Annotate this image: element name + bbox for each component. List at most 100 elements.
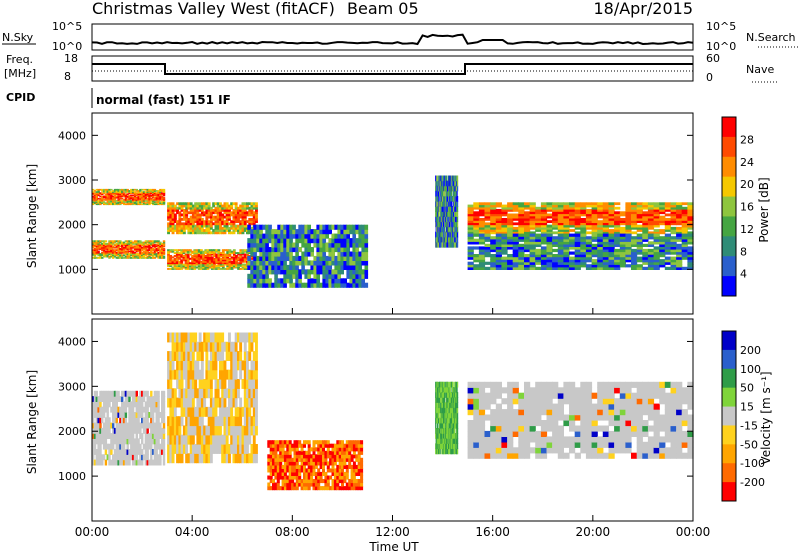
heatmap-cell <box>225 341 229 352</box>
heatmap-cell <box>106 443 109 450</box>
heatmap-cell <box>212 425 216 436</box>
heatmap-cell <box>176 229 179 232</box>
heatmap-cell <box>104 245 108 248</box>
heatmap-cell <box>212 397 216 408</box>
heatmap-cell <box>269 479 273 484</box>
heatmap-cell <box>126 449 129 455</box>
heatmap-cell <box>204 267 208 270</box>
heatmap-cell <box>237 252 240 255</box>
heatmap-cell <box>93 412 97 418</box>
heatmap-cell <box>93 200 97 202</box>
heatmap-cell <box>187 231 191 235</box>
heatmap-cell <box>445 241 447 248</box>
heatmap-cell <box>228 260 232 263</box>
heatmap-cell <box>202 253 205 256</box>
heatmap-cell <box>552 222 559 226</box>
heatmap-cell <box>262 273 266 279</box>
heatmap-cell <box>446 216 449 223</box>
heatmap-cell <box>243 360 247 371</box>
heatmap-cell <box>153 459 157 466</box>
heatmap-cell <box>328 264 332 270</box>
heatmap-cell <box>295 242 299 248</box>
heatmap-cell <box>681 243 688 247</box>
heatmap-cell <box>159 422 162 429</box>
heatmap-cell <box>178 206 182 210</box>
heatmap-cell <box>355 278 359 284</box>
heatmap-cell <box>221 215 225 219</box>
heatmap-cell <box>248 222 252 226</box>
heatmap-cell <box>239 215 243 219</box>
heatmap-cell <box>563 204 570 208</box>
heatmap-cell <box>101 459 104 466</box>
heatmap-cell <box>557 266 564 270</box>
heatmap-cell <box>144 422 148 429</box>
heatmap-cell <box>189 222 193 226</box>
heatmap-cell <box>178 341 182 352</box>
heatmap-cell <box>625 204 632 208</box>
heatmap-cell <box>518 259 525 263</box>
heatmap-cell <box>178 397 182 408</box>
heatmap-cell <box>124 191 128 193</box>
heatmap-cell <box>159 241 162 244</box>
heatmap-cell <box>277 238 281 244</box>
heatmap-cell <box>647 206 655 210</box>
heatmap-cell <box>343 247 347 253</box>
heatmap-cell <box>122 459 126 466</box>
heatmap-cell <box>687 236 694 240</box>
heatmap-cell <box>580 202 587 206</box>
heatmap-cell <box>189 267 192 270</box>
heatmap-cell <box>110 240 113 243</box>
heatmap-cell <box>148 188 151 191</box>
heatmap-cell <box>151 251 155 254</box>
heatmap-cell <box>467 209 474 212</box>
heatmap-cell <box>189 351 193 361</box>
heatmap-cell <box>153 246 157 249</box>
heatmap-cell <box>319 224 323 230</box>
heatmap-cell <box>187 226 191 230</box>
heatmap-cell <box>557 261 564 265</box>
heatmap-cell <box>467 226 474 230</box>
heatmap-cell <box>585 224 593 228</box>
heatmap-cell <box>268 282 272 288</box>
heatmap-cell <box>243 259 247 262</box>
heatmap-cell <box>95 401 98 408</box>
heatmap-cell <box>676 204 683 208</box>
heatmap-cell <box>184 265 188 267</box>
heatmap-cell <box>196 416 200 427</box>
heatmap-cell <box>636 266 643 270</box>
heatmap-cell <box>512 204 519 208</box>
heatmap-cell <box>203 425 207 436</box>
heatmap-cell <box>193 253 197 256</box>
heatmap-cell <box>104 422 108 429</box>
heatmap-cell <box>95 245 98 248</box>
heatmap-cell <box>664 248 671 253</box>
heatmap-cell <box>171 215 175 219</box>
heatmap-cell <box>159 191 162 193</box>
heatmap-cell <box>104 203 108 206</box>
heatmap-cell <box>232 211 236 215</box>
heatmap-cell <box>137 241 140 244</box>
heatmap-cell <box>467 261 474 265</box>
heatmap-cell <box>133 249 137 252</box>
heatmap-cell <box>196 388 200 399</box>
heatmap-cell <box>467 266 474 270</box>
heatmap-cell <box>108 256 111 259</box>
heatmap-cell <box>148 401 151 408</box>
heatmap-cell <box>307 260 311 266</box>
heatmap-cell <box>101 254 104 257</box>
heatmap-cell <box>130 245 133 248</box>
heatmap-cell <box>178 425 182 436</box>
heatmap-cell <box>101 406 104 413</box>
heatmap-cell <box>563 251 570 255</box>
heatmap-cell <box>602 229 609 232</box>
heatmap-cell <box>150 443 153 450</box>
heatmap-cell <box>182 351 186 361</box>
heatmap-cell <box>104 191 108 193</box>
heatmap-cell <box>301 238 305 244</box>
heatmap-cell <box>546 204 553 208</box>
heatmap-cell <box>196 206 200 210</box>
heatmap-cell <box>325 282 329 288</box>
heatmap-cell <box>250 211 254 215</box>
heatmap-cell <box>167 262 170 265</box>
heatmap-cell <box>148 255 151 258</box>
